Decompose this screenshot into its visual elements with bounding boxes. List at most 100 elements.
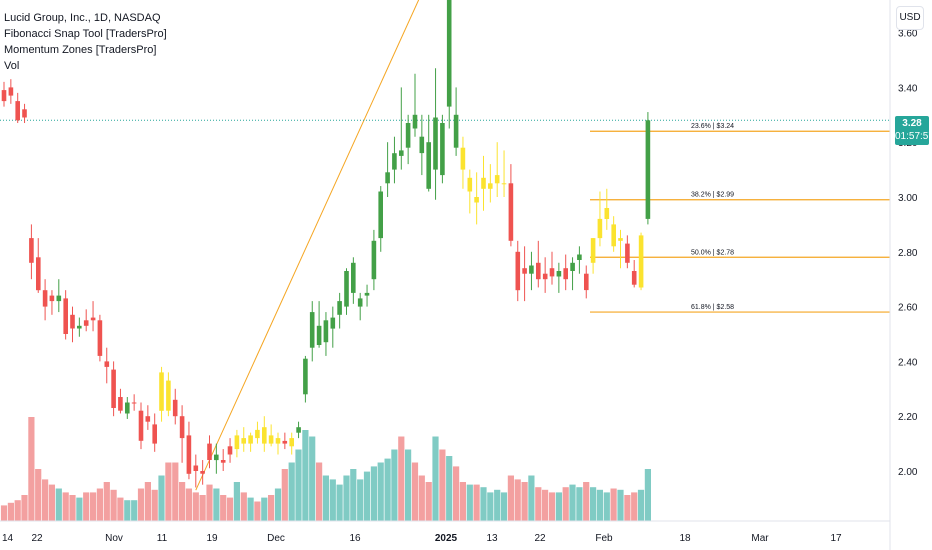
time-tick-label: 16: [349, 533, 361, 544]
candle-body: [316, 325, 322, 345]
fib-level-label: 50.0% | $2.78: [691, 249, 734, 256]
candle-body: [577, 254, 582, 260]
candle-body: [625, 243, 630, 263]
candle-body: [590, 238, 596, 263]
volume-bar: [110, 489, 117, 521]
volume-bar: [131, 500, 138, 521]
indicator-fibonacci[interactable]: Fibonacci Snap Tool [TradersPro]: [4, 28, 167, 40]
candle-body: [611, 224, 616, 247]
time-tick-label: 17: [830, 533, 842, 544]
candle-body: [8, 87, 14, 96]
candle-body: [241, 438, 246, 444]
volume-bar: [603, 492, 610, 521]
candle-body: [515, 251, 521, 291]
candle-body: [584, 273, 589, 291]
volume-bar: [542, 489, 549, 521]
volume-bar: [405, 449, 412, 521]
volume-bar: [494, 489, 501, 521]
candle-body: [172, 399, 178, 417]
candle-body: [604, 208, 610, 219]
time-tick-label: 14: [2, 533, 14, 544]
volume-bar: [21, 495, 28, 521]
volume-bar: [596, 489, 603, 521]
candle-body: [309, 312, 315, 348]
volume-bar: [83, 492, 90, 521]
fib-level-label: 38.2% | $2.99: [691, 192, 734, 199]
candle-body: [323, 320, 329, 343]
volume-bar: [418, 475, 425, 521]
volume-bar: [165, 462, 172, 521]
candle-body: [214, 454, 219, 461]
candle-body: [440, 123, 445, 176]
volume-bar: [487, 492, 494, 521]
time-tick-label: 19: [206, 533, 218, 544]
candle-body: [508, 183, 514, 241]
candle-body: [549, 268, 555, 277]
candle-body: [453, 114, 459, 148]
volume-bar: [62, 492, 69, 521]
candle-body: [118, 397, 123, 411]
fib-level-label: 23.6% | $3.24: [691, 123, 734, 130]
indicator-momentum[interactable]: Momentum Zones [TradersPro]: [4, 44, 157, 56]
candle-body: [412, 114, 418, 129]
time-tick-label: 22: [31, 533, 43, 544]
candle-body: [570, 262, 575, 271]
volume-bar: [555, 492, 562, 521]
symbol-title: Lucid Group, Inc., 1D, NASDAQ: [4, 12, 161, 24]
volume-bar: [562, 487, 569, 521]
volume-bar: [514, 479, 521, 521]
candle-body: [56, 295, 62, 302]
volume-bar: [261, 497, 268, 521]
volume-bar: [480, 487, 487, 521]
volume-bar: [357, 479, 364, 521]
volume-bar: [254, 501, 261, 521]
candle-body: [405, 123, 411, 148]
volume-bar: [432, 436, 439, 521]
volume-bar: [370, 466, 377, 521]
bar-countdown: 01:57:57: [895, 131, 932, 142]
volume-bar: [185, 488, 192, 521]
volume-bar: [637, 489, 645, 521]
candle-body: [97, 320, 103, 356]
time-tick-label: Feb: [595, 533, 613, 544]
volume-bar: [192, 492, 199, 521]
volume-bar: [14, 500, 21, 521]
volume-bar: [425, 482, 432, 521]
price-tick-label: 3.40: [898, 83, 918, 94]
candle-body: [522, 268, 527, 274]
candle-body: [330, 317, 336, 329]
candle-body: [275, 438, 281, 444]
volume-bar: [377, 462, 384, 521]
volume-bar: [281, 469, 288, 521]
candle-body: [556, 271, 562, 277]
currency-button[interactable]: USD: [896, 6, 924, 30]
indicator-volume[interactable]: Vol: [4, 60, 20, 72]
volume-bar: [617, 489, 624, 521]
fib-level-label: 61.8% | $2.58: [691, 304, 734, 311]
volume-bar: [274, 488, 282, 521]
candle-body: [138, 410, 144, 441]
candle-body: [433, 117, 438, 170]
volume-bar: [247, 497, 254, 521]
candle-body: [385, 172, 390, 184]
volume-bar: [158, 475, 165, 521]
volume-bar: [90, 492, 97, 521]
time-tick-label: Dec: [267, 533, 285, 544]
volume-bar: [322, 475, 329, 521]
time-tick-label: Mar: [751, 533, 769, 544]
volume-bar: [398, 436, 405, 521]
volume-bars: [0, 417, 651, 521]
chart-legend: Lucid Group, Inc., 1D, NASDAQ Fibonacci …: [4, 10, 167, 74]
volume-bar: [268, 495, 275, 521]
volume-bar: [35, 469, 42, 521]
volume-bar: [411, 462, 419, 521]
volume-bar: [583, 482, 590, 521]
volume-bar: [363, 471, 371, 521]
volume-bar: [226, 497, 234, 521]
candle-body: [501, 183, 507, 185]
volume-bar: [459, 482, 466, 521]
candle-body: [282, 440, 288, 444]
candle-body: [1, 90, 7, 102]
volume-bar: [343, 475, 350, 521]
